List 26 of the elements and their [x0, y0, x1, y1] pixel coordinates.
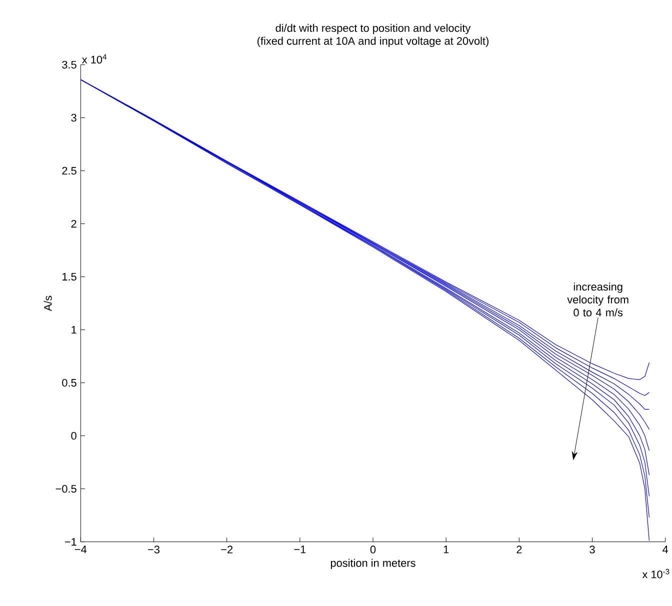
y-tick-label: 2 [71, 220, 76, 228]
x-tick-label: 4 [662, 546, 668, 554]
x-tick-label: 1 [444, 546, 449, 554]
y-tick-label: −1 [64, 538, 76, 546]
x-tick-label: −2 [221, 546, 233, 554]
chart-subtitle: (fixed current at 10A and input voltage at 20volt) [257, 37, 488, 48]
y-axis-title: A/s [44, 296, 52, 312]
y-tick-label: 3.5 [62, 61, 76, 69]
chart-title: di/dt with respect to position and velocity [276, 24, 471, 34]
y-tick-label: −0.5 [56, 485, 76, 493]
annotation: increasing velocity from 0 to 4 m/s [567, 282, 628, 317]
text: x 10$^{4}$ [82, 54, 107, 64]
x-tick-label: 3 [590, 546, 595, 554]
x-tick-label: −4 [75, 546, 87, 554]
x-tick-label: −1 [294, 546, 306, 554]
x-tick-label: −3 [148, 546, 160, 554]
y-tick-label: 3 [71, 114, 76, 122]
x-axis-title: position in meters [330, 559, 416, 570]
text: x 10$^{-3}$ [642, 569, 670, 579]
x-tick-label: 2 [516, 546, 522, 554]
y-tick-label: 0.5 [62, 379, 76, 387]
y-tick-label: 1 [72, 326, 76, 334]
y-tick-label: 1.5 [62, 273, 76, 281]
y-tick-label: 2.5 [62, 167, 76, 175]
x-tick-label: 0 [370, 546, 376, 554]
y-tick-label: 0 [71, 432, 76, 440]
